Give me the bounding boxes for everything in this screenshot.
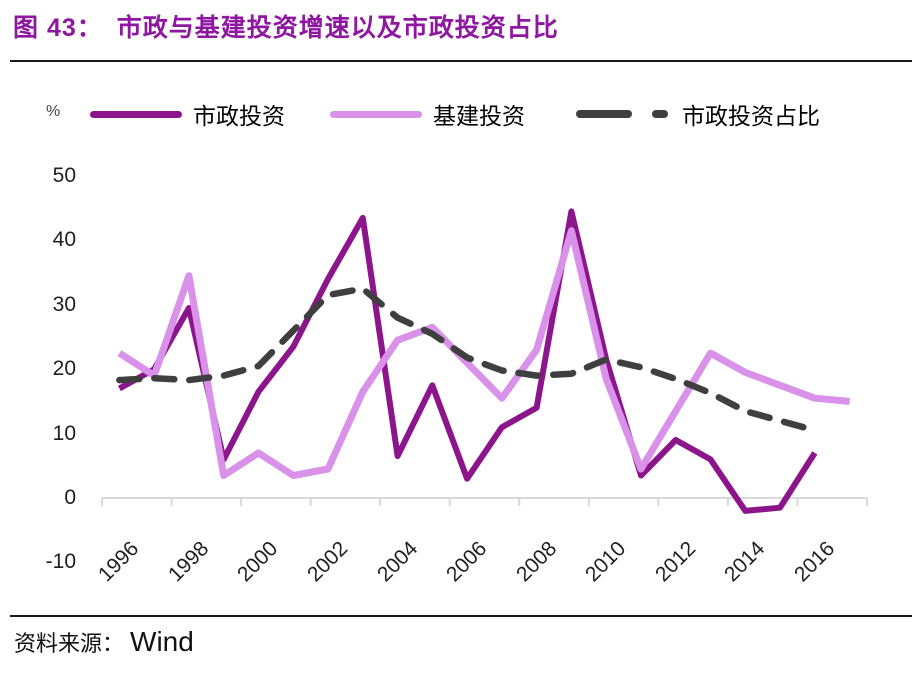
- source-label: 资料来源：: [14, 631, 125, 656]
- infrastructure-investment-line: [117, 227, 850, 479]
- title-divider: [10, 60, 912, 62]
- legend-item-municipal-share: 市政投资占比: [576, 99, 820, 129]
- legend-label: 市政投资: [193, 103, 285, 129]
- legend-label: 市政投资占比: [682, 103, 820, 129]
- legend-item-municipal-investment: 市政投资: [90, 99, 285, 129]
- legend-dashed-swatch: [576, 110, 671, 118]
- source-value: Wind: [130, 626, 194, 657]
- y-tick-label: 20: [52, 357, 76, 381]
- y-axis-unit-label: %: [46, 103, 61, 120]
- y-tick-label: 30: [52, 292, 76, 316]
- figure-title-text: 市政与基建投资增速以及市政投资占比: [116, 14, 559, 42]
- municipal-share-line: [116, 285, 819, 434]
- figure-title: 图 43： 市政与基建投资增速以及市政投资占比: [13, 8, 559, 44]
- figure-number: 图 43：: [13, 14, 103, 42]
- y-tick-label: -10: [45, 550, 76, 574]
- y-tick-label: 40: [52, 228, 76, 252]
- legend-item-infrastructure-investment: 基建投资: [330, 99, 525, 129]
- y-tick-label: 10: [52, 421, 76, 445]
- legend-dash-segment: [652, 110, 668, 118]
- legend-line-swatch: [90, 110, 182, 118]
- y-tick-label: 0: [64, 486, 76, 509]
- legend-line-swatch: [330, 110, 422, 118]
- source-note: 资料来源： Wind: [14, 626, 194, 658]
- municipal-investment-line: [117, 208, 818, 514]
- y-tick-label: 50: [52, 164, 76, 187]
- legend-dash-segment: [576, 110, 632, 118]
- legend-label: 基建投资: [433, 103, 525, 129]
- footer-divider: [10, 615, 912, 617]
